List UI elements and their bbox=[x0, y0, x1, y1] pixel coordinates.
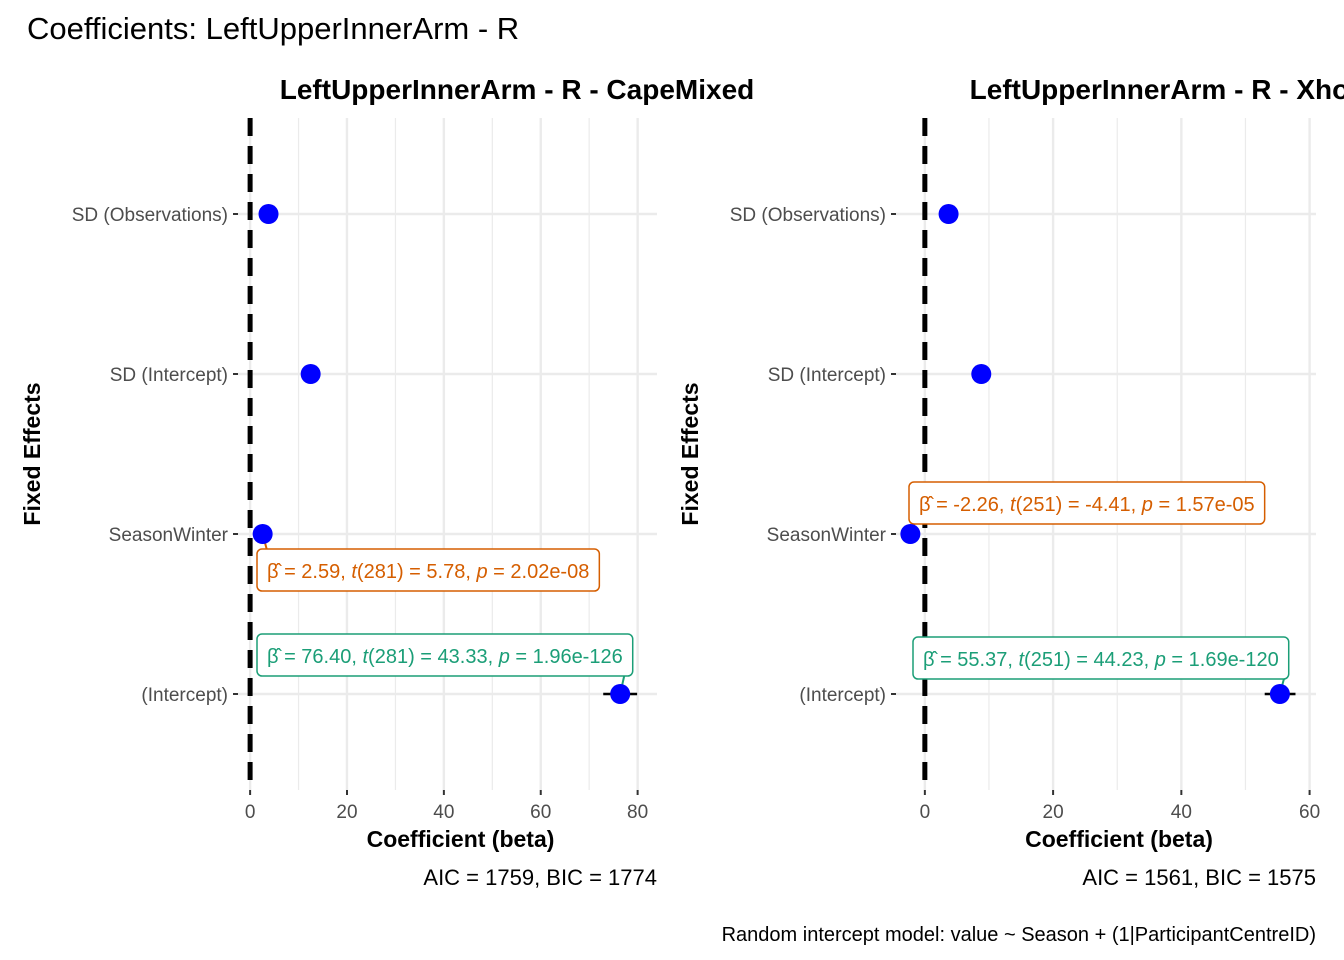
plot-area: β̂ = -2.26, t(251) = -4.41, p = 1.57e-05… bbox=[900, 204, 1296, 704]
estimate-label-text: β̂ = 76.40, t(281) = 43.33, p = 1.96e-12… bbox=[267, 646, 623, 668]
x-tick-label: 20 bbox=[336, 802, 357, 823]
y-tick-label: SD (Intercept) bbox=[768, 365, 886, 386]
panel-title: LeftUpperInnerArm - R - CapeMixed bbox=[280, 74, 755, 105]
data-point bbox=[610, 684, 631, 704]
estimate-label-box bbox=[256, 548, 601, 592]
season-estimate-label: β̂ = 2.59, t(281) = 5.78, p = 2.02e-08 bbox=[256, 548, 601, 592]
y-tick-label: SD (Intercept) bbox=[110, 365, 228, 386]
intercept-estimate-label: β̂ = 55.37, t(251) = 44.23, p = 1.69e-12… bbox=[912, 636, 1290, 680]
panel-2: LeftUpperInnerArm - R - Xhosa Fixed Effec… bbox=[677, 74, 1344, 890]
data-point bbox=[900, 524, 921, 544]
data-point bbox=[971, 364, 992, 384]
x-tick-label: 60 bbox=[1299, 802, 1320, 823]
x-tick-label: 60 bbox=[530, 802, 551, 823]
x-axis-title: Coefficient (beta) bbox=[1025, 826, 1213, 852]
data-point bbox=[938, 204, 959, 224]
y-axis-title: Fixed Effects bbox=[19, 382, 45, 525]
data-point bbox=[252, 524, 273, 544]
x-tick-label: 80 bbox=[627, 802, 648, 823]
estimate-label-box bbox=[912, 636, 1290, 680]
y-tick-label: SeasonWinter bbox=[109, 525, 229, 546]
plot-area: β̂ = 2.59, t(281) = 5.78, p = 2.02e-08 β̂… bbox=[252, 204, 638, 704]
estimate-label-text: β̂ = 55.37, t(251) = 44.23, p = 1.69e-12… bbox=[923, 649, 1279, 671]
data-point bbox=[258, 204, 279, 224]
x-tick-label: 0 bbox=[245, 802, 256, 823]
chart-panels: LeftUpperInnerArm - R - CapeMixed Fixed E… bbox=[19, 74, 1344, 890]
y-tick-label: SD (Observations) bbox=[730, 205, 886, 226]
y-tick-label: (Intercept) bbox=[799, 685, 886, 706]
season-estimate-label: β̂ = -2.26, t(251) = -4.41, p = 1.57e-05 bbox=[908, 481, 1266, 525]
x-axis-title: Coefficient (beta) bbox=[367, 826, 555, 852]
y-axis-title: Fixed Effects bbox=[677, 382, 703, 525]
x-tick-label: 20 bbox=[1043, 802, 1064, 823]
data-point bbox=[300, 364, 321, 384]
fit-stats: AIC = 1759, BIC = 1774 bbox=[423, 865, 657, 890]
estimate-label-text: β̂ = -2.26, t(251) = -4.41, p = 1.57e-05 bbox=[919, 494, 1255, 516]
y-tick-label: SD (Observations) bbox=[72, 205, 228, 226]
panel-title: LeftUpperInnerArm - R - Xhosa bbox=[970, 74, 1344, 105]
estimate-label-box bbox=[908, 481, 1266, 525]
data-point bbox=[1269, 684, 1290, 704]
panel-1: LeftUpperInnerArm - R - CapeMixed Fixed E… bbox=[19, 74, 754, 890]
y-tick-label: SeasonWinter bbox=[767, 525, 887, 546]
x-tick-label: 40 bbox=[1171, 802, 1192, 823]
x-tick-label: 0 bbox=[920, 802, 931, 823]
estimate-label-box bbox=[256, 633, 634, 677]
intercept-estimate-label: β̂ = 76.40, t(281) = 43.33, p = 1.96e-12… bbox=[256, 633, 634, 677]
main-title: Coefficients: LeftUpperInnerArm - R bbox=[27, 11, 519, 46]
y-tick-label: (Intercept) bbox=[141, 685, 228, 706]
x-tick-label: 40 bbox=[433, 802, 454, 823]
caption: Random intercept model: value ~ Season +… bbox=[722, 924, 1316, 946]
estimate-label-text: β̂ = 2.59, t(281) = 5.78, p = 2.02e-08 bbox=[267, 561, 589, 583]
fit-stats: AIC = 1561, BIC = 1575 bbox=[1082, 865, 1316, 890]
